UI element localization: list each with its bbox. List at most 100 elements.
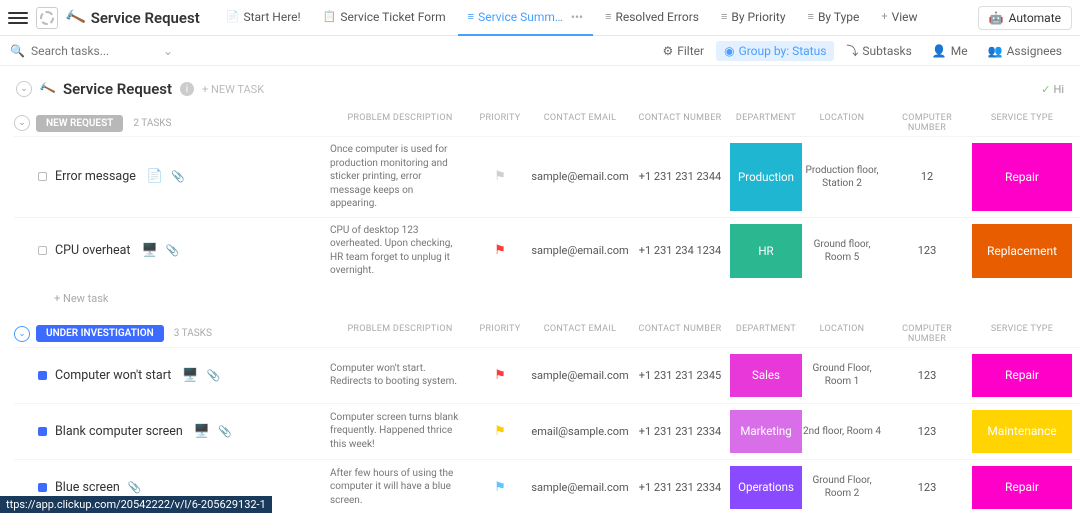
status-square[interactable] <box>38 427 47 436</box>
cell-dept[interactable]: Production <box>730 143 802 211</box>
status-square[interactable] <box>38 172 47 181</box>
task-name: Blank computer screen <box>55 424 183 439</box>
tab-resolved-errors[interactable]: ≡Resolved Errors <box>595 0 709 36</box>
tab-icon: 📄 <box>226 10 240 23</box>
attachment-icon[interactable]: 📎 <box>171 170 185 183</box>
task-row[interactable]: Computer won't start 🖥️ 📎 Computer won't… <box>14 347 1080 403</box>
task-row[interactable]: Error message 📄 📎 Once computer is used … <box>14 136 1080 217</box>
attachment-icon[interactable]: 📎 <box>207 369 221 382</box>
col-prio: PRIORITY <box>470 324 530 344</box>
cell-location: Production floor, Station 2 <box>802 143 882 211</box>
info-icon[interactable]: i <box>180 82 194 96</box>
cell-email: sample@email.com <box>530 143 630 211</box>
search-wrap: 🔍 ⌄ <box>10 44 173 58</box>
attachment-icon[interactable]: 📎 <box>218 425 232 438</box>
section-collapse-icon[interactable]: ⌄ <box>16 81 32 97</box>
status-square[interactable] <box>38 246 47 255</box>
tab-service-ticket-form[interactable]: 📋Service Ticket Form <box>313 0 456 36</box>
status-pill[interactable]: UNDER INVESTIGATION <box>36 325 164 342</box>
search-input[interactable] <box>31 44 151 58</box>
flag-icon: ⚑ <box>494 169 506 184</box>
chevron-down-icon[interactable]: ⌄ <box>163 44 173 58</box>
col-num: CONTACT NUMBER <box>630 113 730 133</box>
cell-email: sample@email.com <box>530 466 630 509</box>
cell-dept[interactable]: Operations <box>730 466 802 509</box>
group-collapse-icon[interactable]: ⌄ <box>14 115 30 131</box>
group-collapse-icon[interactable]: ⌄ <box>14 326 30 342</box>
cell-type[interactable]: Repair <box>972 466 1072 509</box>
task-emoji: 🖥️ <box>194 424 210 439</box>
cell-priority[interactable]: ⚑ <box>470 224 530 278</box>
col-type: SERVICE TYPE <box>972 324 1072 344</box>
cell-email: email@sample.com <box>530 410 630 453</box>
cell-type[interactable]: Maintenance <box>972 410 1072 453</box>
tab-icon: 📋 <box>323 10 337 23</box>
title-text: Service Request <box>91 9 200 27</box>
col-num: CONTACT NUMBER <box>630 324 730 344</box>
task-name: Blue screen <box>55 480 120 495</box>
task-name: Error message <box>55 169 136 184</box>
cell-priority[interactable]: ⚑ <box>470 410 530 453</box>
task-name: Computer won't start <box>55 368 171 383</box>
tab-by-priority[interactable]: ≡By Priority <box>711 0 796 36</box>
column-headers: PROBLEM DESCRIPTION PRIORITY CONTACT EMA… <box>330 324 1080 344</box>
tab-start-here-[interactable]: 📄Start Here! <box>216 0 311 36</box>
task-row[interactable]: CPU overheat 🖥️ 📎 CPU of desktop 123 ove… <box>14 217 1080 284</box>
col-comp: COMPUTER NUMBER <box>882 324 972 344</box>
cell-dept[interactable]: HR <box>730 224 802 278</box>
cell-computer: 123 <box>882 224 972 278</box>
status-square[interactable] <box>38 483 47 492</box>
cell-type[interactable]: Repair <box>972 143 1072 211</box>
cell-desc: After few hours of using the computer it… <box>330 466 470 509</box>
tab-service-summ-[interactable]: ≡Service Summ…••• <box>458 0 593 36</box>
status-url: ttps://app.clickup.com/20542222/v/l/6-20… <box>0 496 272 513</box>
people-icon: 👥 <box>988 44 1003 58</box>
tab-by-type[interactable]: ≡By Type <box>798 0 870 36</box>
cell-desc: Computer won't start. Redirects to booti… <box>330 354 470 397</box>
subtasks-label: Subtasks <box>862 44 911 58</box>
task-row[interactable]: Blank computer screen 🖥️ 📎 Computer scre… <box>14 403 1080 459</box>
cell-priority[interactable]: ⚑ <box>470 354 530 397</box>
automate-button[interactable]: 🤖 Automate <box>978 6 1072 30</box>
tab-view[interactable]: +View <box>871 0 927 36</box>
task-emoji: 🖥️ <box>182 368 198 383</box>
group-by-button[interactable]: ◉Group by: Status <box>716 41 834 61</box>
cell-type[interactable]: Repair <box>972 354 1072 397</box>
hide-link[interactable]: ✓Hi <box>1041 83 1064 96</box>
section-header: ⌄ 🔨 Service Request i + NEW TASK ✓Hi <box>0 66 1080 106</box>
assignees-button[interactable]: 👥Assignees <box>980 41 1070 61</box>
tab-label: Service Summ… <box>478 10 563 24</box>
cell-location: Ground Floor, Room 2 <box>802 466 882 509</box>
new-task-button[interactable]: + NEW TASK <box>202 83 264 96</box>
menu-icon[interactable] <box>8 12 28 24</box>
cell-type[interactable]: Replacement <box>972 224 1072 278</box>
status-pill[interactable]: NEW REQUEST <box>36 115 123 132</box>
search-icon[interactable]: 🔍 <box>10 44 25 58</box>
tab-label: Service Ticket Form <box>340 10 445 24</box>
cell-desc: CPU of desktop 123 overheated. Upon chec… <box>330 224 470 278</box>
cell-priority[interactable]: ⚑ <box>470 466 530 509</box>
filter-button[interactable]: ⚙Filter <box>654 41 712 61</box>
cell-dept[interactable]: Sales <box>730 354 802 397</box>
cell-email: sample@email.com <box>530 224 630 278</box>
attachment-icon[interactable]: 📎 <box>128 481 142 494</box>
cell-priority[interactable]: ⚑ <box>470 143 530 211</box>
column-headers: PROBLEM DESCRIPTION PRIORITY CONTACT EMA… <box>330 113 1080 133</box>
col-prio: PRIORITY <box>470 113 530 133</box>
cell-dept[interactable]: Marketing <box>730 410 802 453</box>
group-icon: ◉ <box>724 44 734 58</box>
attachment-icon[interactable]: 📎 <box>166 244 180 257</box>
cell-number: +1 231 234 1234 <box>630 224 730 278</box>
task-count: 3 TASKS <box>174 328 212 339</box>
cell-computer: 12 <box>882 143 972 211</box>
tab-label: By Priority <box>731 10 785 24</box>
toolbar: 🔍 ⌄ ⚙Filter ◉Group by: Status ⤵Subtasks … <box>0 36 1080 66</box>
col-loc: LOCATION <box>802 324 882 344</box>
check-icon: ✓ <box>1041 83 1050 96</box>
add-task-button[interactable]: + New task <box>14 284 1080 317</box>
col-desc: PROBLEM DESCRIPTION <box>330 113 470 133</box>
status-square[interactable] <box>38 371 47 380</box>
subtasks-button[interactable]: ⤵Subtasks <box>838 39 919 62</box>
me-button[interactable]: 👤Me <box>924 41 976 61</box>
tab-icon: ≡ <box>605 10 611 23</box>
